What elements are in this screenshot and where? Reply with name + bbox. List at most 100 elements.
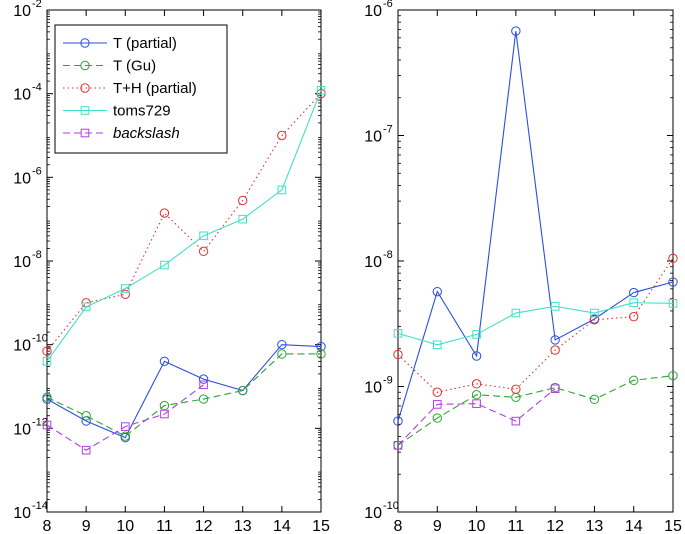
y-tick-exponent: -2 [32,0,42,10]
plot-frame [397,9,674,513]
x-tick-label: 11 [156,518,173,534]
data-point [277,185,287,195]
data-point [159,208,170,218]
y-tick-exponent: -14 [32,500,48,512]
data-point [668,253,678,264]
data-point [42,346,52,356]
data-point [668,299,678,308]
y-tick-exponent: -10 [383,500,399,512]
y-tick-exponent: -9 [383,375,393,387]
data-point [471,379,482,389]
x-tick-label: 12 [195,518,213,534]
data-point [511,384,521,394]
x-tick-label: 9 [433,518,442,534]
data-point [316,349,326,359]
y-tick-label: 10 [13,254,31,271]
data-point [668,370,678,381]
data-point [668,277,678,287]
series-backslash [393,384,560,450]
legend-marker [80,83,90,93]
legend-marker [80,128,90,138]
data-point [120,284,130,293]
x-tick-label: 14 [625,518,643,534]
x-tick-label: 8 [43,518,52,534]
y-tick-exponent: -10 [32,333,48,345]
series-line [46,353,321,437]
x-tick-label: 15 [664,518,682,534]
data-point [511,416,521,426]
data-point [81,302,91,312]
data-point [120,431,130,441]
y-tick-label: 10 [13,505,31,522]
data-point [199,231,208,241]
series-line [397,258,674,393]
data-point [432,400,442,409]
series-t-gu- [393,370,678,450]
data-point [81,416,91,426]
data-point [198,246,209,257]
data-point [589,394,600,405]
legend-label: toms729 [113,103,171,120]
data-point [471,351,482,361]
data-point [160,409,169,419]
legend-label: T+H (partial) [113,80,197,97]
data-point [393,329,403,338]
data-point [432,413,442,423]
data-point [199,380,208,390]
data-point [432,286,442,297]
y-tick-label: 10 [13,170,31,187]
series-t-partial- [393,26,678,426]
y-tick-label: 10 [364,380,382,397]
series-line [397,30,674,422]
data-point [472,330,481,339]
y-tick-label: 10 [13,3,31,20]
y-tick-label: 10 [13,87,31,104]
y-tick-exponent: -6 [383,0,393,10]
data-point [550,384,560,394]
x-tick-label: 8 [394,518,403,534]
legend-box [54,24,228,154]
data-point [277,349,287,359]
y-tick-label: 10 [13,338,31,355]
series-t-h-partial- [393,253,678,397]
data-point [590,308,599,318]
data-point [589,315,600,325]
legend-marker [80,106,90,115]
legend-marker [80,60,90,71]
data-point [198,394,209,404]
data-point [432,340,442,350]
data-point [160,260,169,270]
data-point [550,345,560,355]
data-point [159,356,170,367]
data-point [550,335,560,345]
data-point [393,440,403,450]
data-point [120,289,130,299]
data-point [42,420,52,430]
data-point [471,390,482,400]
data-point [472,399,481,408]
data-point [238,195,248,206]
y-tick-exponent: -7 [383,124,393,136]
x-tick-label: 13 [586,518,604,534]
data-point [42,392,52,403]
y-tick-exponent: -12 [32,416,48,428]
data-point [198,374,209,384]
data-point [511,26,521,36]
x-tick-label: 10 [116,518,134,534]
data-point [316,341,326,352]
y-tick-exponent: -4 [32,82,42,94]
data-point [432,387,442,397]
series-line [46,93,322,352]
x-tick-label: 10 [468,518,486,534]
data-point [238,385,248,396]
data-point [393,349,403,360]
data-point [629,298,639,308]
y-tick-label: 10 [13,421,31,438]
x-tick-label: 9 [82,518,91,534]
data-point [629,375,639,386]
series-line [46,384,204,451]
series-t-partial- [42,339,326,443]
data-point [629,287,639,298]
